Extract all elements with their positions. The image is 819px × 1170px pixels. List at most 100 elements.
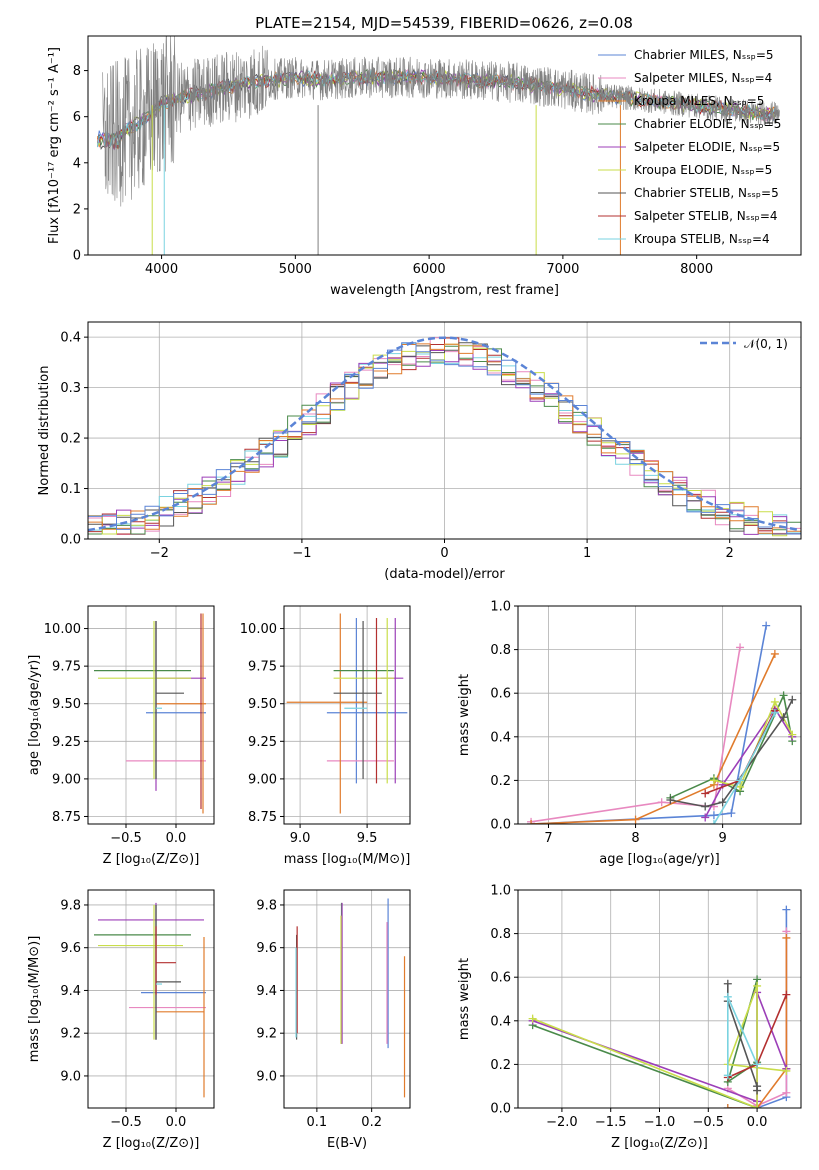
y-tick-label-1: 9.00	[248, 772, 277, 787]
legend-label-7: Salpeter STELIB, Nₛₛₚ=4	[634, 209, 778, 223]
y-tick-label-3: 9.50	[248, 697, 277, 712]
x-tick-label-2: 6000	[413, 262, 446, 277]
y-tick-label-1: 9.2	[60, 1027, 81, 1042]
x-tick-label-1: −1	[292, 546, 311, 561]
x-tick-label-1: −1.5	[595, 1115, 627, 1130]
axes-frame	[283, 605, 411, 825]
x-tick-label-1: 5000	[279, 262, 312, 277]
y-tick-label-3: 9.6	[256, 941, 277, 956]
x-tick-label-4: 0.0	[747, 1115, 768, 1130]
weight-line-1	[530, 647, 741, 823]
axes-frame	[283, 889, 411, 1109]
weight-marker-8-2	[770, 708, 779, 717]
weight-marker-5-0	[709, 776, 718, 785]
x-axis-label: (data-model)/error	[384, 567, 505, 582]
weight-line-4	[704, 707, 793, 818]
y-axis-label: mass weight	[457, 958, 472, 1040]
y-tick-label-1: 0.1	[60, 482, 81, 497]
weight-marker-2-3	[770, 649, 779, 658]
y-tick-label-3: 9.6	[60, 941, 81, 956]
y-tick-label-3: 6	[73, 110, 81, 125]
y-tick-label-0: 0.0	[490, 818, 511, 833]
y-tick-label-1: 0.2	[490, 1058, 511, 1073]
weight-plot	[527, 621, 797, 824]
histogram-plot	[88, 336, 801, 537]
x-tick-label-0: 0.1	[307, 1115, 328, 1130]
y-tick-label-4: 8	[73, 64, 81, 79]
panel-age-weight: 7 8 9 0.0 0.2 0.4 0.6 0.8 1.0 age [log₁₀(age/yr)]…	[457, 600, 802, 867]
x-tick-label-0: −2.0	[546, 1115, 578, 1130]
y-tick-label-3: 0.3	[60, 381, 81, 396]
y-tick-label-0: 8.75	[248, 810, 277, 825]
legend-label-5: Kroupa ELODIE, Nₛₛₚ=5	[634, 163, 772, 177]
weight-marker-7-0	[701, 789, 710, 798]
weight-marker-6-3	[779, 713, 788, 722]
panel-residuals: −2 −1 0 1 2 0.0 0.1 0.2 0.3 0.4 (data-model)/error…	[37, 321, 802, 582]
x-tick-label-2: 0	[440, 546, 448, 561]
weight-marker-5-0	[528, 1014, 537, 1023]
y-tick-label-3: 0.6	[490, 687, 511, 702]
y-tick-label-5: 1.0	[490, 884, 511, 899]
y-tick-label-0: 0.0	[490, 1102, 511, 1117]
weight-line-8	[727, 996, 758, 1076]
weight-marker-8-1	[723, 992, 732, 1001]
legend-label-8: Kroupa STELIB, Nₛₛₚ=4	[634, 232, 770, 246]
figure-title: PLATE=2154, MJD=54539, FIBERID=0626, z=0…	[255, 14, 633, 32]
weight-marker-2-0	[723, 1104, 732, 1108]
x-tick-label-0: 7	[544, 831, 552, 846]
x-tick-label-1: 0.2	[361, 1115, 382, 1130]
y-tick-label-3: 9.50	[52, 697, 81, 712]
y-axis-label: Normed distribution	[37, 366, 52, 496]
x-tick-label-0: −0.5	[110, 831, 142, 846]
legend-label-3: Chabrier ELODIE, Nₛₛₚ=5	[634, 117, 781, 131]
weight-marker-0-3	[762, 621, 771, 630]
y-tick-label-2: 4	[73, 156, 81, 171]
weight-marker-1-2	[782, 1088, 791, 1097]
axes-frame	[87, 889, 215, 1109]
weight-marker-8-0	[709, 820, 718, 824]
weight-marker-2-0	[527, 820, 536, 824]
y-tick-label-2: 0.2	[60, 432, 81, 447]
panel-spectrum: 4000 5000 6000 7000 8000 0 2 4 6 8 wavelength [Ang…	[47, 35, 802, 298]
weight-marker-5-1	[753, 1104, 762, 1108]
panel-z-weight: −2.0 −1.5 −1.0 −0.5 0.0 0.0 0.2 0.4 0.6 0.8 1.0 Z […	[457, 884, 802, 1151]
x-tick-label-3: 7000	[546, 262, 579, 277]
y-tick-label-1: 9.2	[256, 1027, 277, 1042]
y-tick-label-4: 9.75	[52, 660, 81, 675]
weight-marker-8-0	[723, 1071, 732, 1080]
x-axis-label: Z [log₁₀(Z/Z⊙)]	[103, 852, 200, 867]
weight-marker-7-2	[782, 990, 791, 999]
y-tick-label-2: 9.25	[52, 735, 81, 750]
y-tick-label-0: 0.0	[60, 533, 81, 548]
histogram-step-6	[88, 342, 801, 535]
y-tick-label-0: 0	[73, 249, 81, 264]
y-tick-label-2: 9.25	[248, 735, 277, 750]
panel-z-age: −0.5 0.0 8.75 9.00 9.25 9.50 9.75 10.00 Z [log₁₀…	[27, 605, 215, 867]
y-tick-label-3: 0.6	[490, 971, 511, 986]
x-tick-label-1: 8	[631, 831, 639, 846]
errorbar-plot	[286, 613, 408, 814]
axes-frame	[87, 605, 215, 825]
x-axis-label: wavelength [Angstrom, rest frame]	[330, 283, 559, 298]
y-tick-label-1: 9.00	[52, 772, 81, 787]
y-tick-label-2: 0.4	[490, 1014, 511, 1029]
weight-plot	[528, 905, 791, 1108]
y-axis-label: Flux [fλ10⁻¹⁷ erg cm⁻² s⁻¹ A⁻¹]	[47, 47, 62, 244]
errorbar-plot	[94, 613, 206, 814]
y-tick-label-0: 9.0	[60, 1069, 81, 1084]
legend-label-2: Kroupa MILES, Nₛₛₚ=5	[634, 94, 764, 108]
observed-spectrum	[102, 36, 780, 207]
y-tick-label-4: 9.8	[256, 898, 277, 913]
x-axis-label: Z [log₁₀(Z/Z⊙)]	[103, 1136, 200, 1151]
x-tick-label-0: −0.5	[110, 1115, 142, 1130]
x-axis-label: mass [log₁₀(M/M⊙)]	[284, 852, 411, 867]
weight-marker-6-1	[701, 802, 710, 811]
weight-marker-4-0	[701, 813, 710, 822]
y-tick-label-1: 2	[73, 202, 81, 217]
y-tick-label-4: 0.8	[490, 643, 511, 658]
normal-curve	[88, 336, 801, 532]
weight-marker-5-3	[788, 730, 797, 739]
weight-marker-5-2	[770, 697, 779, 706]
weight-marker-1-1	[657, 798, 666, 807]
